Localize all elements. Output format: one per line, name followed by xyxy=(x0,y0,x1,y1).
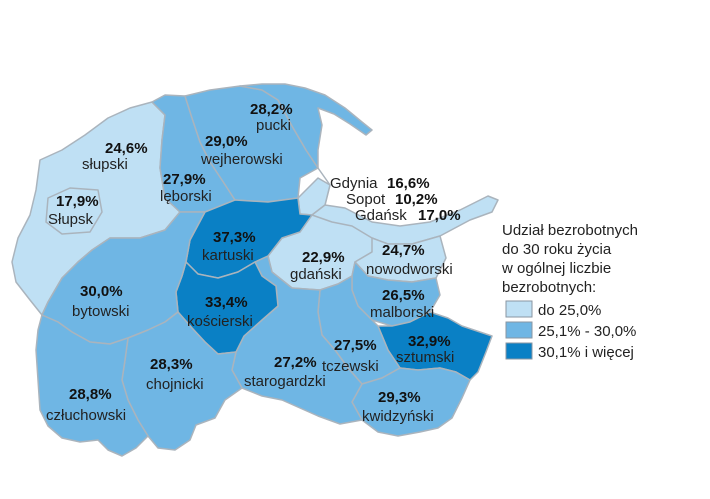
name-gdansk: Gdańsk xyxy=(355,207,407,224)
value-sztumski: 32,9% xyxy=(408,333,451,350)
name-kwidzynski: kwidzyński xyxy=(362,408,434,425)
value-gdanski: 22,9% xyxy=(302,249,345,266)
value-starogardzki: 27,2% xyxy=(274,354,317,371)
value-slupski: 24,6% xyxy=(105,140,148,157)
name-gdanski: gdański xyxy=(290,266,342,283)
region-pucki[interactable] xyxy=(239,83,373,169)
legend-swatch-dark xyxy=(505,342,533,360)
region-czluchowski[interactable] xyxy=(35,314,149,457)
name-pucki: pucki xyxy=(256,117,291,134)
name-slupski: słupski xyxy=(82,156,128,173)
name-slupsk: Słupsk xyxy=(48,211,94,228)
name-leborski: lęborski xyxy=(160,188,212,205)
name-gdynia: Gdynia xyxy=(330,175,378,192)
name-bytowski: bytowski xyxy=(72,303,130,320)
legend: Udział bezrobotnych do 30 roku życia w o… xyxy=(501,222,638,361)
value-nowodworski: 24,7% xyxy=(382,242,425,259)
region-kwidzynski[interactable] xyxy=(351,367,471,437)
region-gdansk[interactable] xyxy=(311,195,499,245)
name-malborski: malborski xyxy=(370,304,434,321)
region-slupsk[interactable] xyxy=(45,187,103,235)
value-pucki: 28,2% xyxy=(250,101,293,118)
legend-label-light: do 25,0% xyxy=(538,302,601,319)
value-wejherowski: 29,0% xyxy=(205,133,248,150)
value-koscierski: 33,4% xyxy=(205,294,248,311)
value-bytowski: 30,0% xyxy=(80,283,123,300)
value-gdynia: 16,6% xyxy=(387,175,430,192)
value-sopot: 10,2% xyxy=(395,191,438,208)
name-sztumski: sztumski xyxy=(396,349,454,366)
value-leborski: 27,9% xyxy=(163,171,206,188)
legend-title-line-4: bezrobotnych: xyxy=(502,279,596,296)
name-tczewski: tczewski xyxy=(322,358,379,375)
name-czluchowski: człuchowski xyxy=(46,407,126,424)
legend-label-medium: 25,1% - 30,0% xyxy=(538,323,636,340)
legend-label-dark: 30,1% i więcej xyxy=(538,344,634,361)
value-tczewski: 27,5% xyxy=(334,337,377,354)
name-chojnicki: chojnicki xyxy=(146,376,204,393)
name-starogardzki: starogardzki xyxy=(244,373,326,390)
regions-layer xyxy=(11,83,499,457)
value-malborski: 26,5% xyxy=(382,287,425,304)
labels-layer: 24,6% słupski 17,9% Słupsk 28,2% pucki 2… xyxy=(46,101,461,425)
legend-title-line-2: do 30 roku życia xyxy=(502,241,612,258)
legend-title-line-3: w ogólnej liczbie xyxy=(501,260,611,277)
legend-swatch-medium xyxy=(505,321,533,339)
value-chojnicki: 28,3% xyxy=(150,356,193,373)
name-sopot: Sopot xyxy=(346,191,386,208)
name-kartuski: kartuski xyxy=(202,247,254,264)
value-kwidzynski: 29,3% xyxy=(378,389,421,406)
value-czluchowski: 28,8% xyxy=(69,386,112,403)
name-wejherowski: wejherowski xyxy=(200,151,283,168)
value-slupsk: 17,9% xyxy=(56,193,99,210)
value-kartuski: 37,3% xyxy=(213,229,256,246)
value-gdansk: 17,0% xyxy=(418,207,461,224)
name-nowodworski: nowodworski xyxy=(366,261,453,278)
name-koscierski: kościerski xyxy=(187,313,253,330)
legend-title-line-1: Udział bezrobotnych xyxy=(502,222,638,239)
legend-swatch-light xyxy=(505,300,533,318)
